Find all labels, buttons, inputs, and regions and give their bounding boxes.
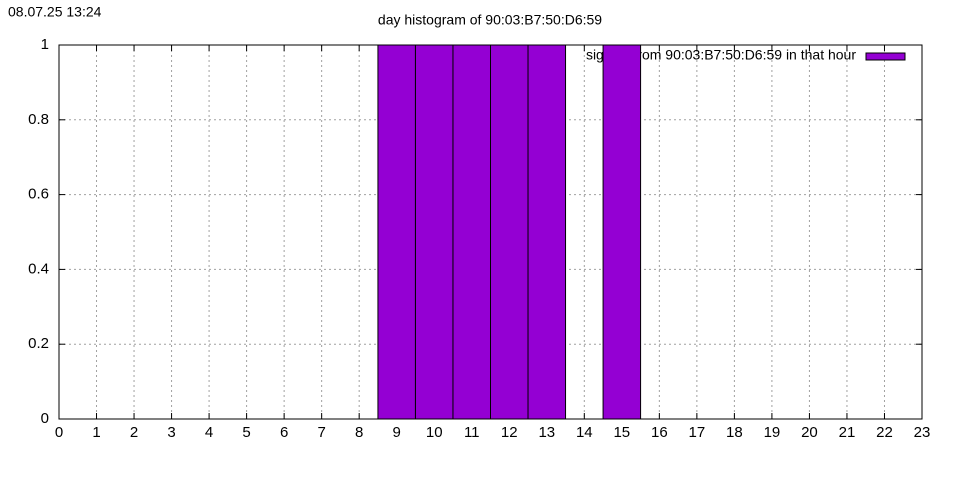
x-tick-label: 14 <box>576 424 593 441</box>
bar <box>602 44 642 420</box>
x-tick-label: 2 <box>130 424 138 441</box>
bar <box>452 44 492 420</box>
y-tick-label: 0.4 <box>28 260 49 277</box>
legend-swatch <box>865 52 906 61</box>
x-tick-label: 19 <box>764 424 781 441</box>
x-tick-label: 15 <box>613 424 630 441</box>
x-tick-label: 11 <box>464 424 480 441</box>
bar <box>377 44 416 420</box>
y-tick-label: 0 <box>41 410 49 427</box>
x-tick-label: 3 <box>167 424 175 441</box>
x-tick-label: 10 <box>426 424 443 441</box>
x-tick-label: 5 <box>242 424 250 441</box>
x-tick-label: 16 <box>651 424 668 441</box>
x-tick-label: 9 <box>393 424 401 441</box>
chart-title: day histogram of 90:03:B7:50:D6:59 <box>378 12 602 28</box>
x-tick-label: 13 <box>538 424 555 441</box>
x-tick-label: 23 <box>914 424 931 441</box>
x-tick-label: 8 <box>355 424 363 441</box>
x-tick-label: 6 <box>280 424 288 441</box>
y-tick-label: 1 <box>41 36 49 53</box>
x-tick-label: 4 <box>205 424 213 441</box>
x-tick-label: 20 <box>801 424 818 441</box>
x-tick-label: 1 <box>92 424 100 441</box>
bar <box>490 44 529 420</box>
x-tick-label: 0 <box>55 424 63 441</box>
y-tick-label: 0.2 <box>28 335 49 352</box>
x-tick-label: 21 <box>839 424 856 441</box>
bar <box>414 44 454 420</box>
y-tick-label: 0.8 <box>28 111 49 128</box>
x-tick-label: 7 <box>317 424 325 441</box>
plot-border <box>58 44 923 420</box>
bar <box>527 44 567 420</box>
y-tick-label: 0.6 <box>28 186 49 203</box>
x-tick-label: 18 <box>726 424 743 441</box>
timestamp: 08.07.25 13:24 <box>8 4 102 20</box>
x-tick-label: 12 <box>501 424 518 441</box>
x-tick-label: 17 <box>689 424 706 441</box>
legend-label: signals from 90:03:B7:50:D6:59 in that h… <box>586 47 856 63</box>
x-tick-label: 22 <box>876 424 893 441</box>
